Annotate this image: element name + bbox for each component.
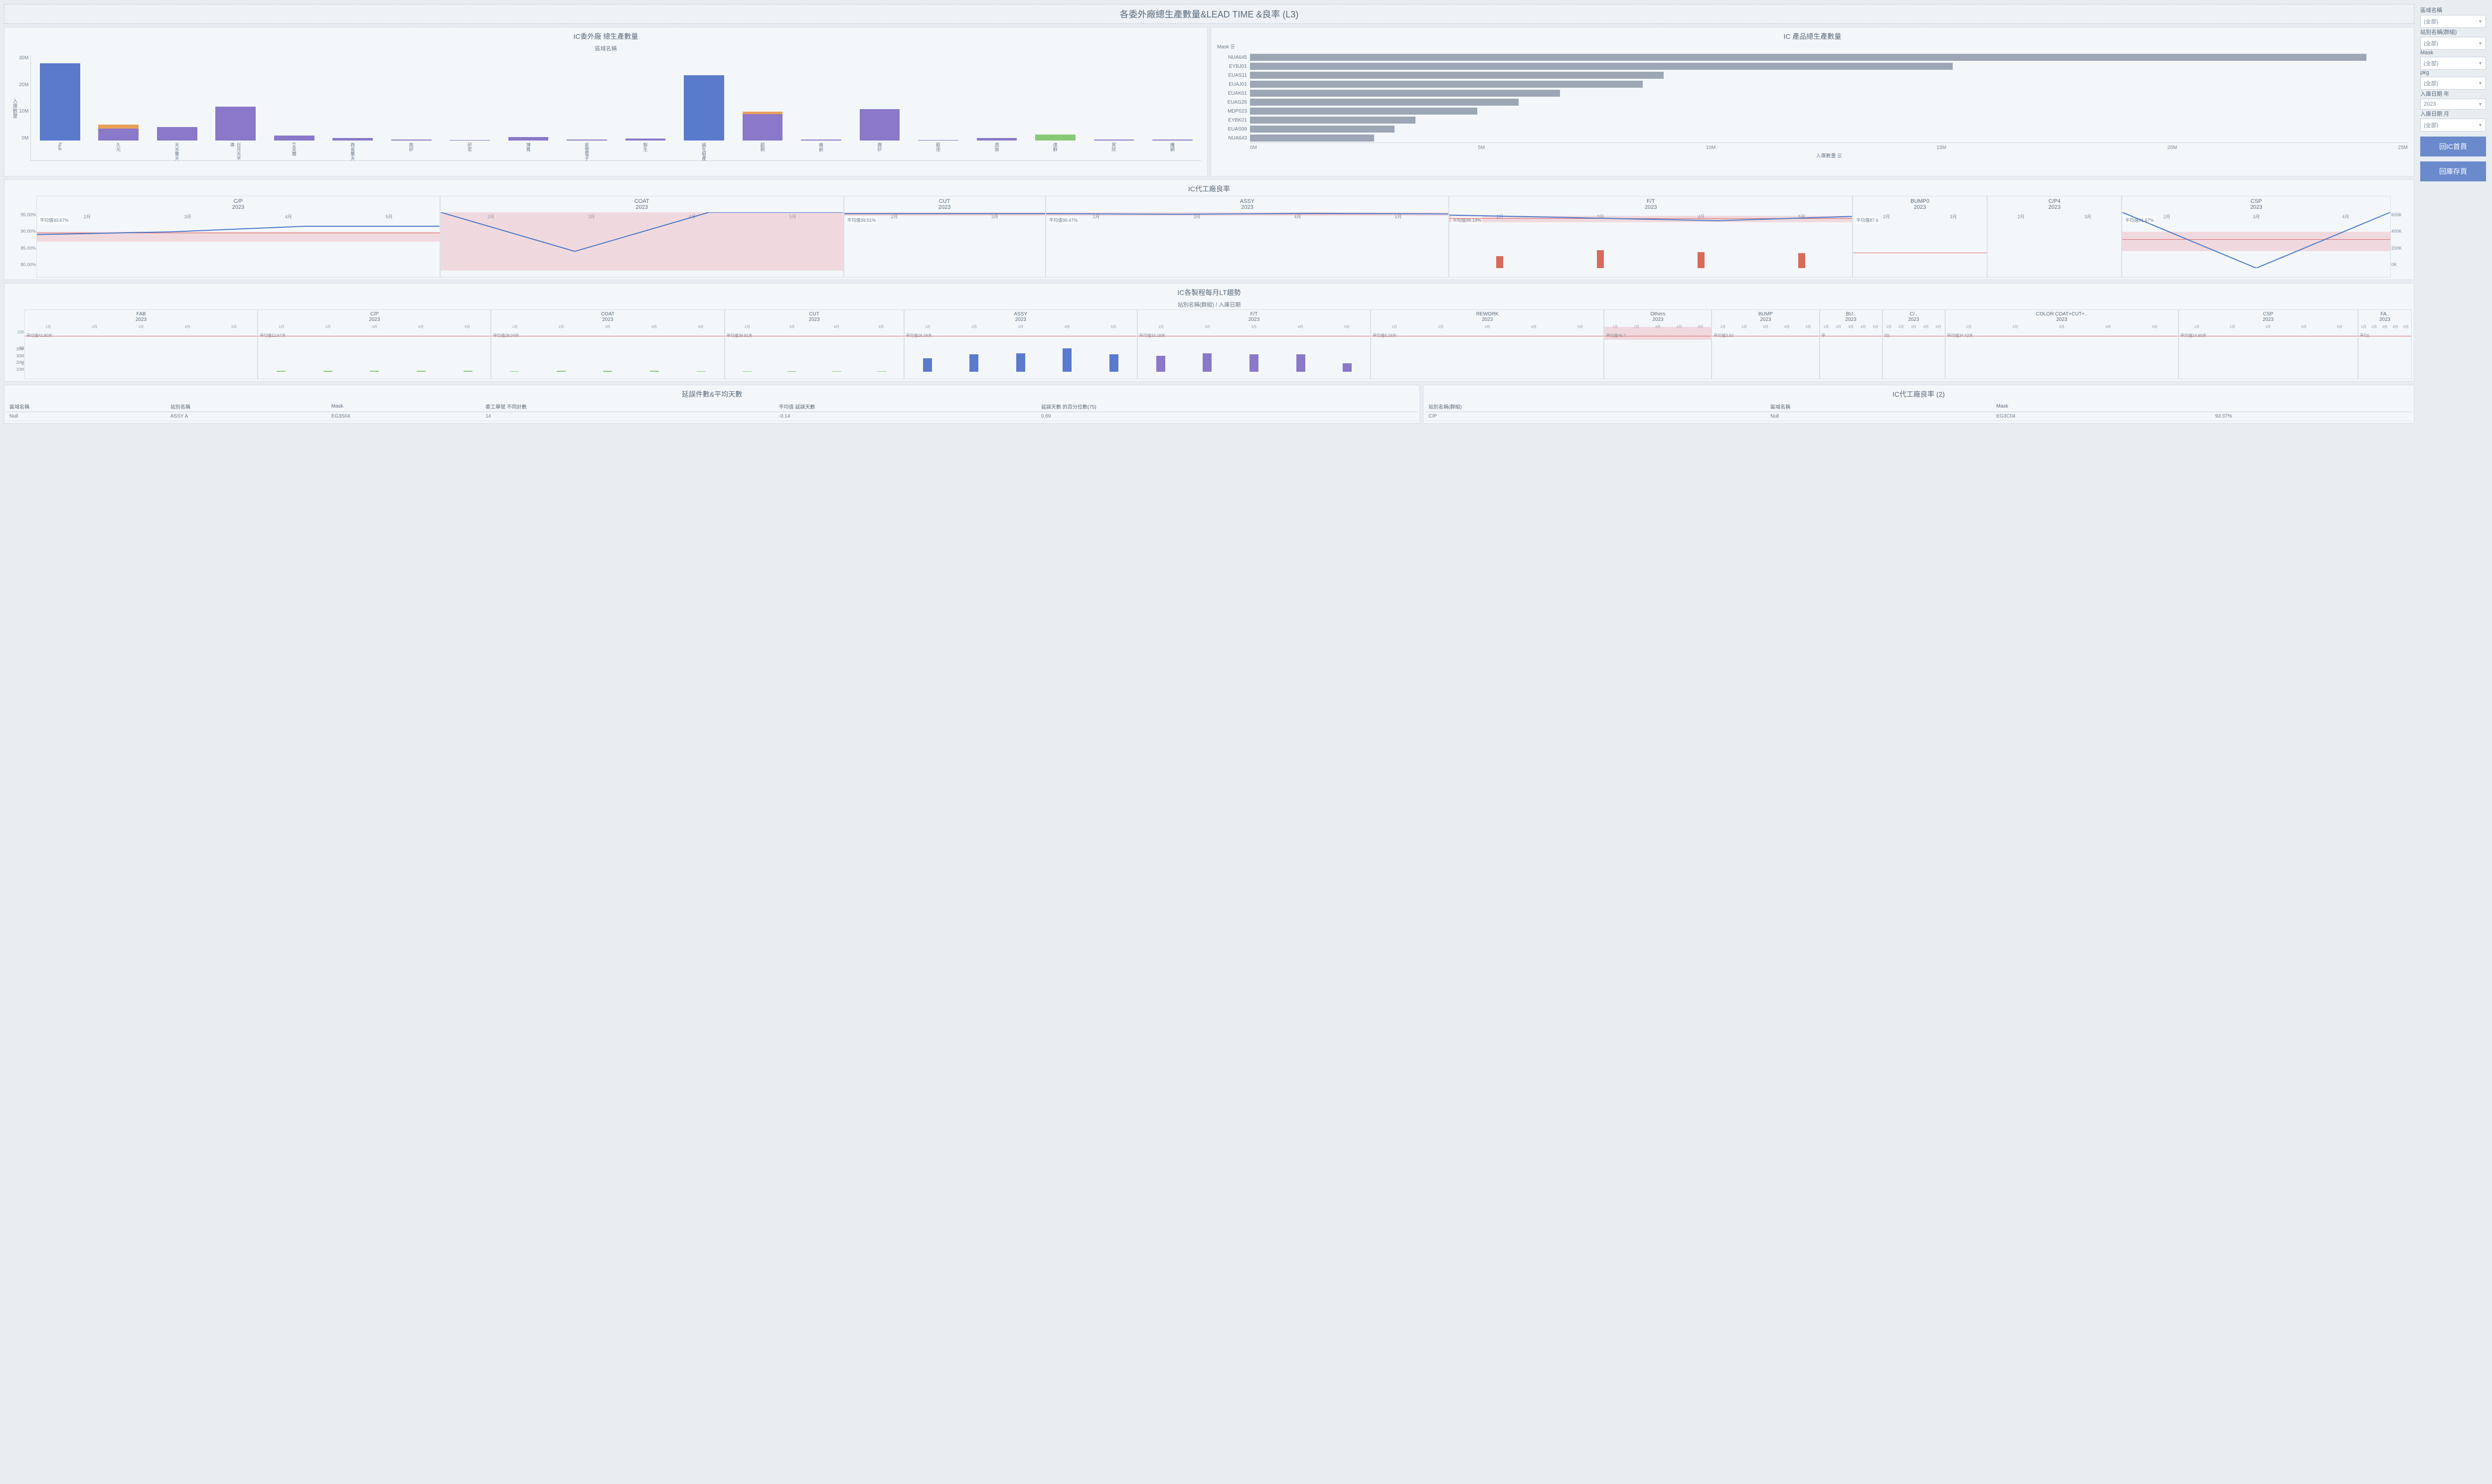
filter-select-3[interactable]: (全部)▼ — [2420, 77, 2486, 90]
filter-select-1[interactable]: (全部)▼ — [2420, 37, 2486, 50]
filter-label-0: 區域名稱 — [2420, 6, 2486, 14]
chart1-title: IC委外廠 總生產數量 — [6, 29, 1205, 43]
chart1-ylabel: 入庫數量 — [10, 98, 19, 118]
chart1-yaxis: 30M20M10M0M — [19, 55, 30, 161]
table1-title: 延誤件數&平均天數 — [6, 387, 1417, 401]
filter-select-5[interactable]: (全部)▼ — [2420, 119, 2486, 132]
panel-lt-trend: IC各製程每月LT趨勢 站別名稱(群組) / 入庫日期 FAB202310050… — [4, 283, 2414, 382]
table2-title: IC代工廠良率 (2) — [1425, 387, 2412, 401]
yield2-table[interactable]: 站別名稱(群組)區域名稱MaskC/PNullEG3C0493.37% — [1425, 401, 2412, 421]
delay-table[interactable]: 區域名稱站別名稱Mask委工單號 不同計數平均值 延誤天數延誤天數 的百分位數(… — [6, 401, 1417, 421]
chart1-subtitle: 區域名稱 — [6, 43, 1205, 53]
chart-ic-vendor-production: IC委外廠 總生產數量 區域名稱 入庫數量 30M20M10M0M Null久元… — [4, 27, 1208, 176]
filter-label-1: 站別名稱(群組) — [2420, 28, 2486, 36]
filter-sidebar: 區域名稱 (全部)▼站別名稱(群組) (全部)▼Mask (全部)▼pkg (全… — [2418, 4, 2488, 424]
chart-ic-product-production: IC 產品總生產數量 Mask ☰ NUA645 EYBJ01 EUAS11 E… — [1211, 27, 2414, 176]
yield-title: IC代工廠良率 — [6, 182, 2412, 196]
filter-label-3: pkg — [2420, 70, 2486, 76]
panel-delay-table: 延誤件數&平均天數 區域名稱站別名稱Mask委工單號 不同計數平均值 延誤天數延… — [4, 385, 1420, 424]
nav-stock-button[interactable]: 回庫存頁 — [2420, 161, 2486, 181]
lt-subtitle: 站別名稱(群組) / 入庫日期 — [6, 299, 2412, 309]
chart2-bars[interactable]: NUA645 EYBJ01 EUAS11 EUAJ01 EUAK01 EUAG2… — [1213, 51, 2412, 174]
filter-label-5: 入庫日期 月 — [2420, 110, 2486, 118]
chart2-title: IC 產品總生產數量 — [1213, 29, 2412, 43]
chart2-mask-label: Mask ☰ — [1213, 43, 2412, 51]
lt-grid[interactable]: FAB202310050039M30M20M10M平均值42.80天1月2月3月… — [24, 309, 2412, 379]
lt-title: IC各製程每月LT趨勢 — [6, 286, 2412, 299]
panel-yield2-table: IC代工廠良率 (2) 站別名稱(群組)區域名稱MaskC/PNullEG3C0… — [1423, 385, 2414, 424]
filter-label-4: 入庫日期 年 — [2420, 90, 2486, 98]
filter-select-0[interactable]: (全部)▼ — [2420, 15, 2486, 28]
page-title: 各委外廠總生產數量&LEAD TIME &良率 (L3) — [4, 4, 2414, 24]
panel-yield: IC代工廠良率 C/P202395.00%90.00%85.00%80.00%平… — [4, 179, 2414, 280]
filter-label-2: Mask — [2420, 50, 2486, 56]
filter-select-2[interactable]: (全部)▼ — [2420, 57, 2486, 70]
filter-select-4[interactable]: 2023▼ — [2420, 99, 2486, 110]
chart1-bars[interactable]: Null久元天水華天日月光半導艾克爾西省華天南矽矽宏博寬星瑩電子製生誠生組產超剔… — [30, 55, 1201, 161]
yield-grid[interactable]: C/P202395.00%90.00%85.00%80.00%平均值93.67%… — [36, 196, 2391, 278]
nav-home-button[interactable]: 回IC首頁 — [2420, 137, 2486, 156]
